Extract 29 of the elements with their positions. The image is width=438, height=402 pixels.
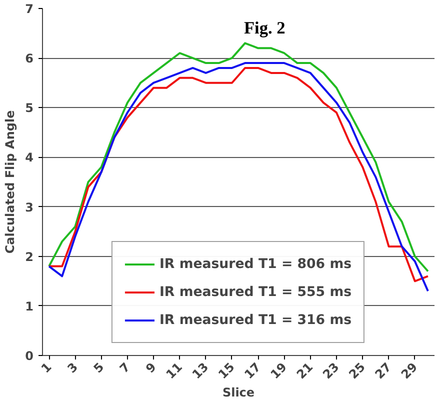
y-axis-title: Calculated Flip Angle: [3, 110, 18, 254]
x-tick-label: 17: [242, 360, 264, 382]
y-tick-label: 1: [25, 299, 34, 314]
x-tick-label: 11: [163, 360, 186, 382]
y-tick-label: 3: [25, 200, 34, 214]
x-tick-label: 21: [294, 360, 316, 382]
x-tick-label: 25: [346, 360, 368, 382]
x-tick-label: 1: [38, 360, 54, 376]
y-tick-label: 6: [25, 52, 34, 66]
x-tick-label: 27: [372, 360, 394, 382]
x-axis-title: Slice: [222, 386, 255, 400]
text: Fig. 2: [244, 18, 286, 38]
y-tick-label: 4: [25, 150, 34, 165]
x-tick-label: 15: [216, 360, 238, 382]
y-tick-label: 5: [25, 101, 34, 116]
y-tick-label: 2: [25, 250, 34, 264]
x-tick-label: 19: [268, 360, 290, 382]
x-tick-label: 29: [398, 360, 420, 382]
legend-label: IR measured T1 = 555 ms: [159, 284, 352, 300]
x-tick-label: 13: [189, 360, 212, 382]
x-tick-label: 23: [320, 360, 342, 382]
y-tick-label: 7: [25, 2, 34, 16]
legend-label: IR measured T1 = 316 ms: [159, 312, 352, 328]
x-tick-label: 7: [116, 360, 133, 376]
x-tick-label: 3: [64, 360, 80, 376]
legend-label: IR measured T1 = 806 ms: [159, 256, 352, 272]
x-tick-label: 9: [143, 360, 159, 376]
x-tick-label: 5: [90, 360, 107, 376]
y-tick-label: 0: [25, 349, 34, 363]
